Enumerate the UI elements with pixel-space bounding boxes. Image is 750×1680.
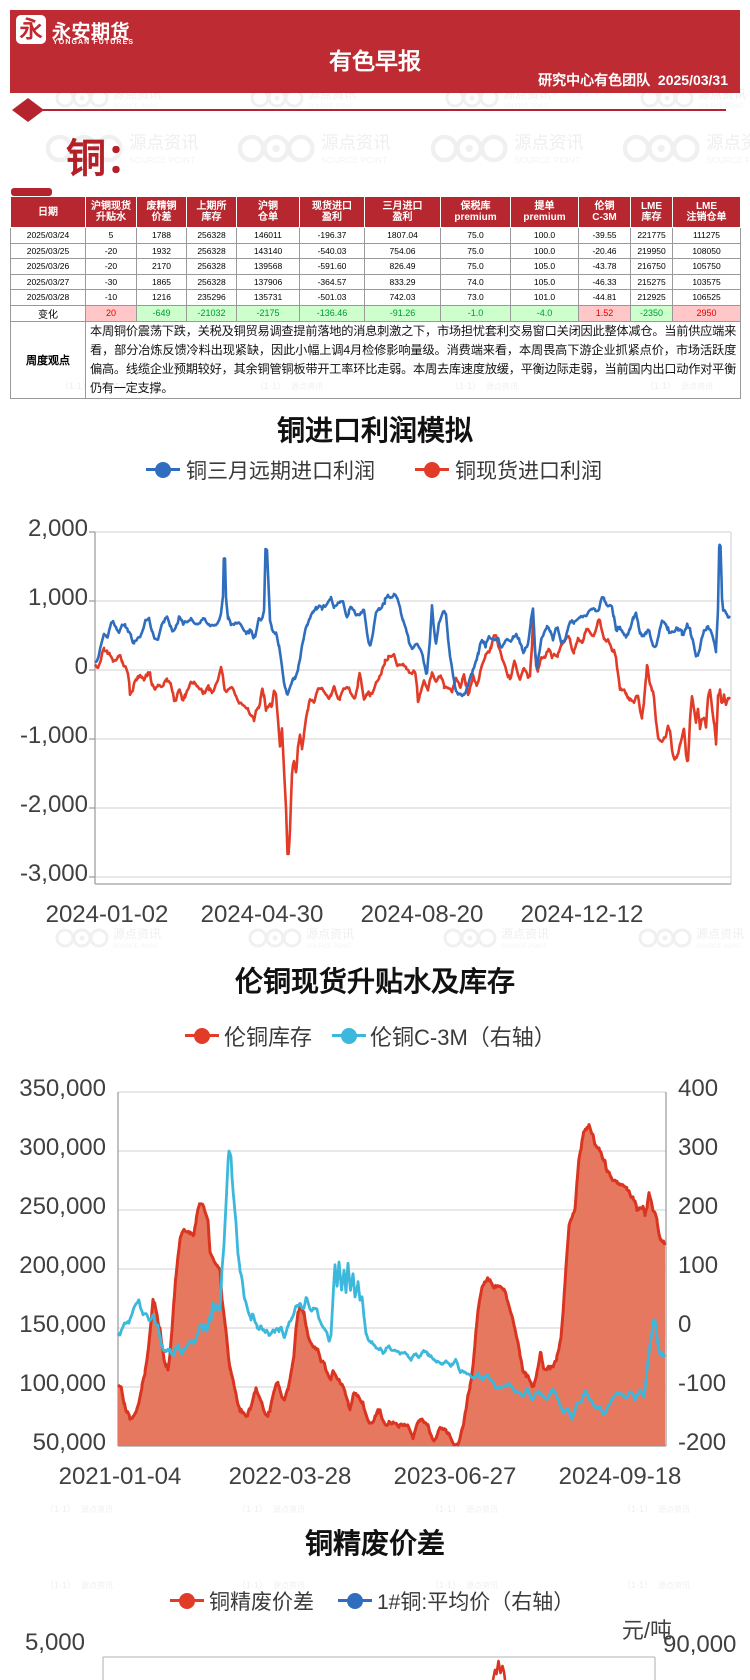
svg-text:100: 100 [678,1252,718,1279]
svg-text:-1,000: -1,000 [20,722,88,749]
svg-text:200: 200 [678,1193,718,1220]
svg-text:100,000: 100,000 [19,1370,106,1397]
svg-text:0: 0 [678,1311,691,1338]
svg-text:元/吨: 元/吨 [622,1618,672,1643]
svg-text:300: 300 [678,1134,718,1161]
svg-text:-2,000: -2,000 [20,791,88,818]
svg-text:-3,000: -3,000 [20,860,88,887]
svg-text:1,000: 1,000 [28,584,88,611]
svg-text:2021-01-04: 2021-01-04 [59,1463,182,1490]
svg-text:5,000: 5,000 [25,1629,85,1656]
svg-text:0: 0 [75,653,88,680]
svg-text:2024-01-02: 2024-01-02 [46,901,169,928]
svg-text:2023-06-27: 2023-06-27 [394,1463,517,1490]
svg-text:200,000: 200,000 [19,1252,106,1279]
svg-text:2024-08-20: 2024-08-20 [361,901,484,928]
svg-text:2024-12-12: 2024-12-12 [521,901,644,928]
svg-text:铜精废价差: 铜精废价差 [209,1591,314,1614]
svg-text:-100: -100 [678,1370,726,1397]
svg-text:150,000: 150,000 [19,1311,106,1338]
svg-text:50,000: 50,000 [33,1429,106,1456]
svg-text:2024-04-30: 2024-04-30 [201,901,324,928]
svg-text:-200: -200 [678,1429,726,1456]
svg-text:2024-09-18: 2024-09-18 [559,1463,682,1490]
svg-text:400: 400 [678,1075,718,1102]
svg-text:伦铜C-3M（右轴）: 伦铜C-3M（右轴） [370,1025,556,1050]
svg-text:1#铜:平均价（右轴）: 1#铜:平均价（右轴） [377,1591,574,1614]
svg-text:2022-03-28: 2022-03-28 [229,1463,352,1490]
svg-text:伦铜现货升贴水及库存: 伦铜现货升贴水及库存 [235,965,515,997]
svg-text:350,000: 350,000 [19,1075,106,1102]
svg-text:铜三月远期进口利润: 铜三月远期进口利润 [186,460,375,483]
svg-text:300,000: 300,000 [19,1134,106,1161]
svg-text:2,000: 2,000 [28,515,88,542]
svg-text:250,000: 250,000 [19,1193,106,1220]
svg-text:铜现货进口利润: 铜现货进口利润 [455,460,602,483]
svg-text:伦铜库存: 伦铜库存 [224,1025,312,1050]
svg-text:铜进口利润模拟: 铜进口利润模拟 [277,414,473,446]
svg-text:铜精废价差: 铜精废价差 [305,1527,445,1559]
svg-text:90,000: 90,000 [663,1631,736,1658]
